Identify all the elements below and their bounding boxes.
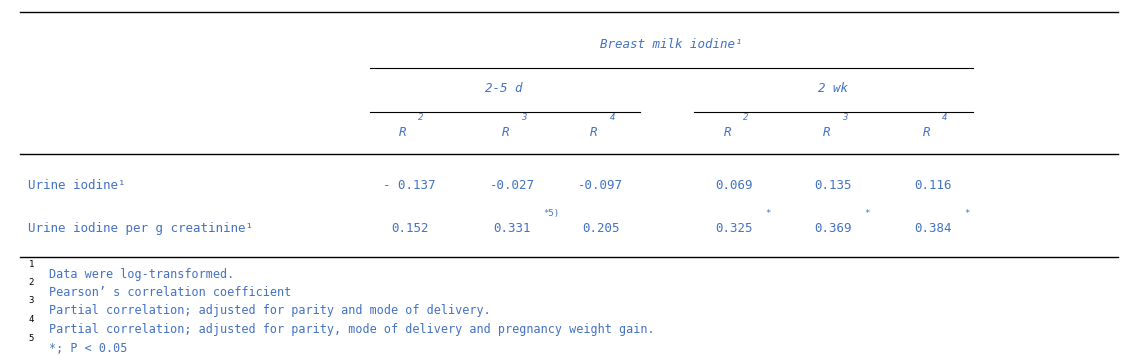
Text: R: R [823, 126, 830, 139]
Text: 0.152: 0.152 [391, 222, 428, 235]
Text: *: * [964, 209, 970, 218]
Text: Partial correlation; adjusted for parity and mode of delivery.: Partial correlation; adjusted for parity… [49, 304, 490, 317]
Text: 0.369: 0.369 [815, 222, 851, 235]
Text: Data were log-transformed.: Data were log-transformed. [49, 268, 234, 281]
Text: *; P < 0.05: *; P < 0.05 [49, 342, 127, 355]
Text: 1: 1 [28, 260, 34, 269]
Text: 4: 4 [610, 113, 615, 122]
Text: Pearson’ s correlation coefficient: Pearson’ s correlation coefficient [49, 286, 291, 299]
Text: -0.027: -0.027 [489, 179, 535, 192]
Text: Urine iodine¹: Urine iodine¹ [28, 179, 126, 192]
Text: 2: 2 [419, 113, 423, 122]
Text: Partial correlation; adjusted for parity, mode of delivery and pregnancy weight : Partial correlation; adjusted for parity… [49, 323, 654, 336]
Text: R: R [591, 126, 597, 139]
Text: *5): *5) [543, 209, 559, 218]
Text: 0.069: 0.069 [716, 179, 752, 192]
Text: 3: 3 [28, 296, 34, 305]
Text: 4: 4 [942, 113, 947, 122]
Text: 5: 5 [28, 334, 34, 343]
Text: 3: 3 [521, 113, 526, 122]
Text: 0.384: 0.384 [915, 222, 951, 235]
Text: 0.116: 0.116 [915, 179, 951, 192]
Text: *: * [765, 209, 770, 218]
Text: 2 wk: 2 wk [818, 83, 848, 95]
Text: 2: 2 [28, 278, 34, 287]
Text: *: * [864, 209, 869, 218]
Text: R: R [502, 126, 509, 139]
Text: Urine iodine per g creatinine¹: Urine iodine per g creatinine¹ [28, 222, 254, 235]
Text: 2: 2 [743, 113, 748, 122]
Text: 0.135: 0.135 [815, 179, 851, 192]
Text: 0.331: 0.331 [494, 222, 530, 235]
Text: - 0.137: - 0.137 [384, 179, 436, 192]
Text: R: R [399, 126, 406, 139]
Text: Breast milk iodine¹: Breast milk iodine¹ [600, 38, 743, 51]
Text: 4: 4 [28, 315, 34, 324]
Text: 0.205: 0.205 [583, 222, 619, 235]
Text: 0.325: 0.325 [716, 222, 752, 235]
Text: 2-5 d: 2-5 d [486, 83, 522, 95]
Text: R: R [724, 126, 731, 139]
Text: 3: 3 [842, 113, 847, 122]
Text: -0.097: -0.097 [578, 179, 624, 192]
Text: R: R [923, 126, 930, 139]
